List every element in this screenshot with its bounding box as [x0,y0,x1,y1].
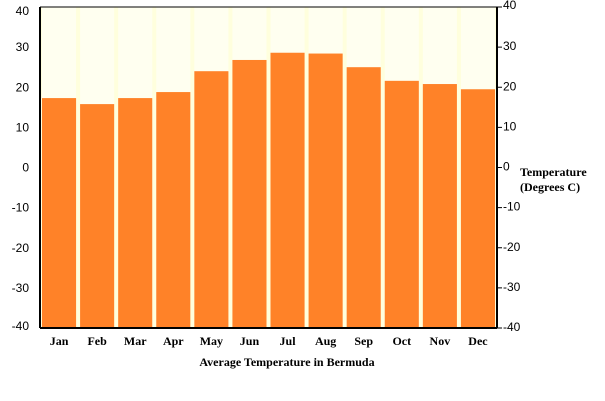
x-tick-label-oct: Oct [392,334,411,348]
bar-nov [422,84,457,328]
y-tick-label-left: -10 [12,201,30,215]
x-tick-label-feb: Feb [87,334,107,348]
y-axis-title-line-2: (Degrees C) [520,180,580,194]
x-tick-labels: Jan Feb Mar Apr May Jun Jul Aug Sep Oct Nov Dec [50,334,489,348]
bar-mar [118,98,153,329]
y-tick-label-right: 30 [503,39,517,53]
y-axis-title-line-1: Temperature [520,165,587,179]
plot-area [40,7,497,328]
y-tick-label-right: 40 [503,0,517,12]
x-tick-label-mar: Mar [124,334,147,348]
x-tick-label-sep: Sep [354,334,373,348]
y-ticks-right: -40 -30 -20 -10 0 10 20 30 40 [497,0,521,334]
x-tick-label-jan: Jan [50,334,69,348]
x-tick-label-jun: Jun [240,334,260,348]
bar-oct [384,80,419,328]
y-tick-label-left: 0 [22,161,29,175]
bar-jan [42,98,77,329]
y-tick-label-right: -40 [503,320,521,334]
y-tick-label-left: -40 [12,319,30,333]
x-tick-label-nov: Nov [430,334,451,348]
bar-series [42,52,495,329]
y-tick-label-right: -30 [503,280,521,294]
x-tick-label-apr: Apr [163,334,184,348]
y-tick-label-left: 30 [16,40,30,54]
y-tick-label-left: -30 [12,281,30,295]
y-tick-label-right: -10 [503,200,521,214]
bar-may [194,71,229,328]
y-tick-label-right: -20 [503,240,521,254]
bar-aug [308,53,343,329]
y-tick-label-left: 40 [16,4,30,18]
y-tick-label-left: -20 [12,241,30,255]
x-tick-label-aug: Aug [315,334,336,348]
x-tick-label-dec: Dec [468,334,488,348]
x-tick-label-may: May [200,334,223,348]
x-tick-label-jul: Jul [280,334,297,348]
y-tick-label-right: 0 [503,160,510,174]
y-tick-label-left: 10 [16,120,30,134]
y-tick-label-right: 10 [503,119,517,133]
y-ticks-left: -40 -30 -20 -10 0 10 20 30 40 [12,4,30,333]
bar-jul [270,52,305,329]
y-tick-label-left: 20 [16,80,30,94]
bar-sep [346,67,381,328]
y-tick-label-right: 20 [503,79,517,93]
x-axis-title: Average Temperature in Bermuda [199,355,374,369]
bar-jun [232,59,267,329]
bar-dec [460,89,495,328]
bar-apr [156,92,191,328]
bar-feb [80,104,115,328]
